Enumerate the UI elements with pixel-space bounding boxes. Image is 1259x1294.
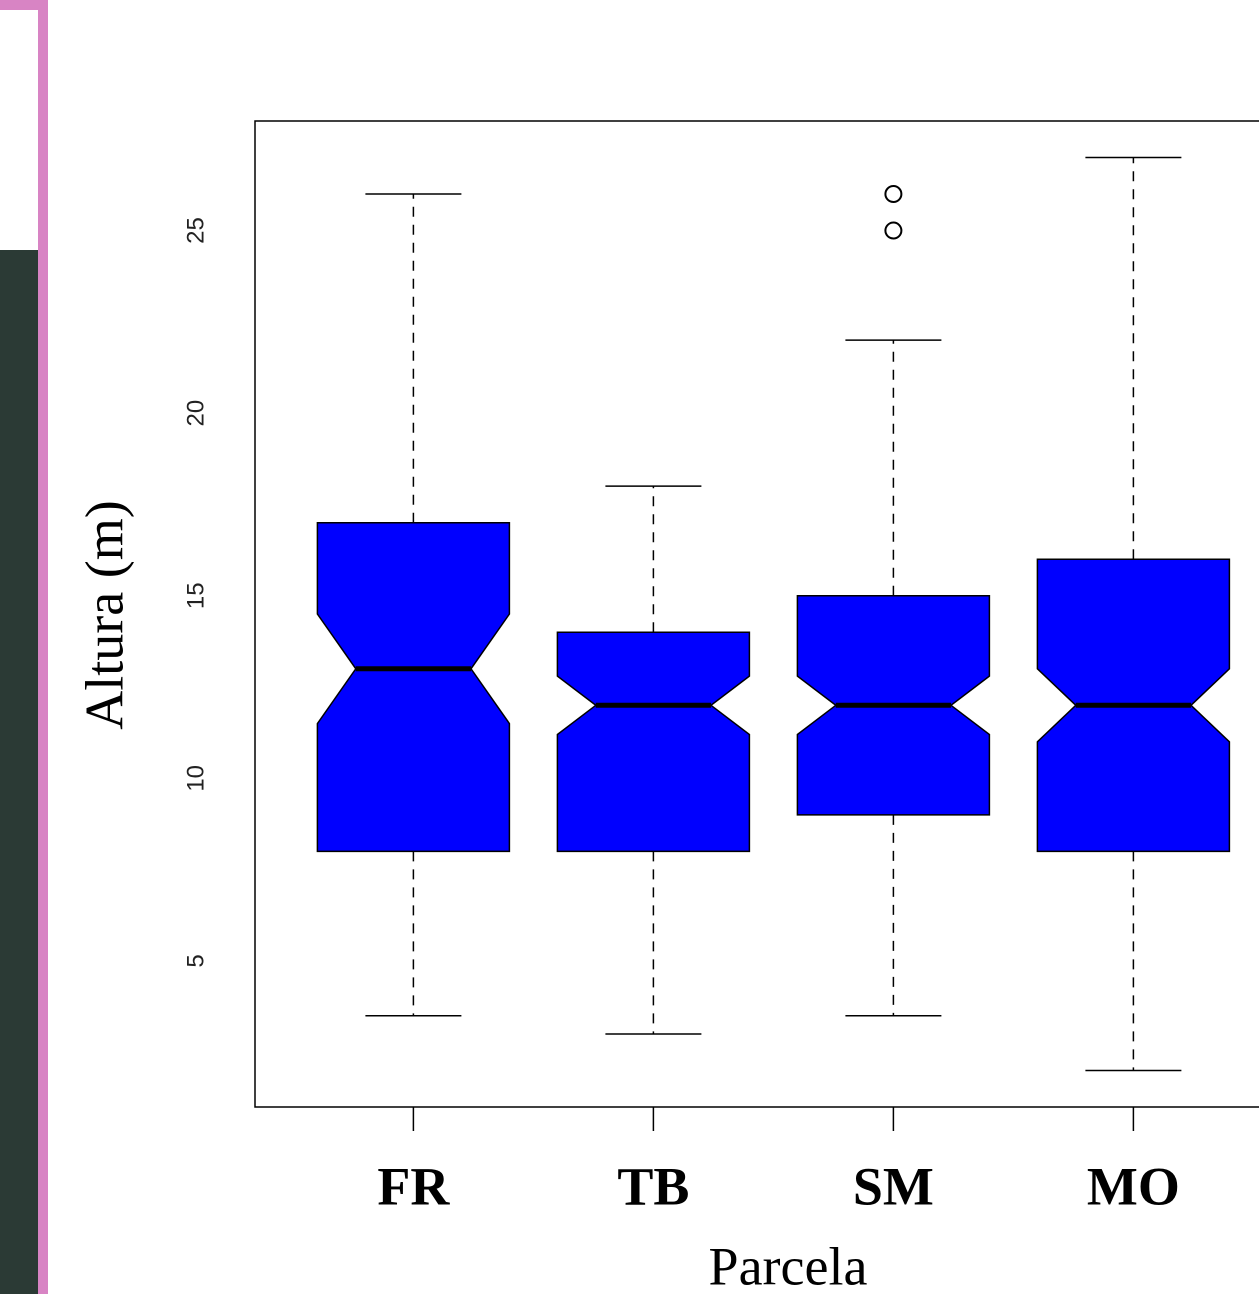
chart: Parcela Altura (m) 5 10 15 20 25 FR TB SM MO [74, 121, 1259, 1294]
x-tick-label: TB [617, 1156, 689, 1216]
x-tick-label: FR [377, 1156, 450, 1216]
y-axis-label: Altura (m) [74, 500, 134, 729]
x-axis-label: Parcela [709, 1236, 868, 1294]
y-tick-label: 15 [182, 582, 209, 609]
x-tick-label: SM [853, 1156, 934, 1216]
y-tick-label: 5 [182, 954, 209, 967]
photo-strip [0, 250, 40, 1294]
outlier [885, 186, 901, 202]
outlier [885, 223, 901, 239]
box [557, 632, 749, 851]
page: Parcela Altura (m) 5 10 15 20 25 FR TB SM MO [0, 0, 1259, 1294]
y-tick-label: 25 [182, 217, 209, 244]
y-tick-label: 10 [182, 765, 209, 792]
box [317, 523, 509, 852]
frame-side [38, 0, 48, 1294]
y-tick-label: 20 [182, 400, 209, 427]
x-tick-label: MO [1087, 1156, 1180, 1216]
